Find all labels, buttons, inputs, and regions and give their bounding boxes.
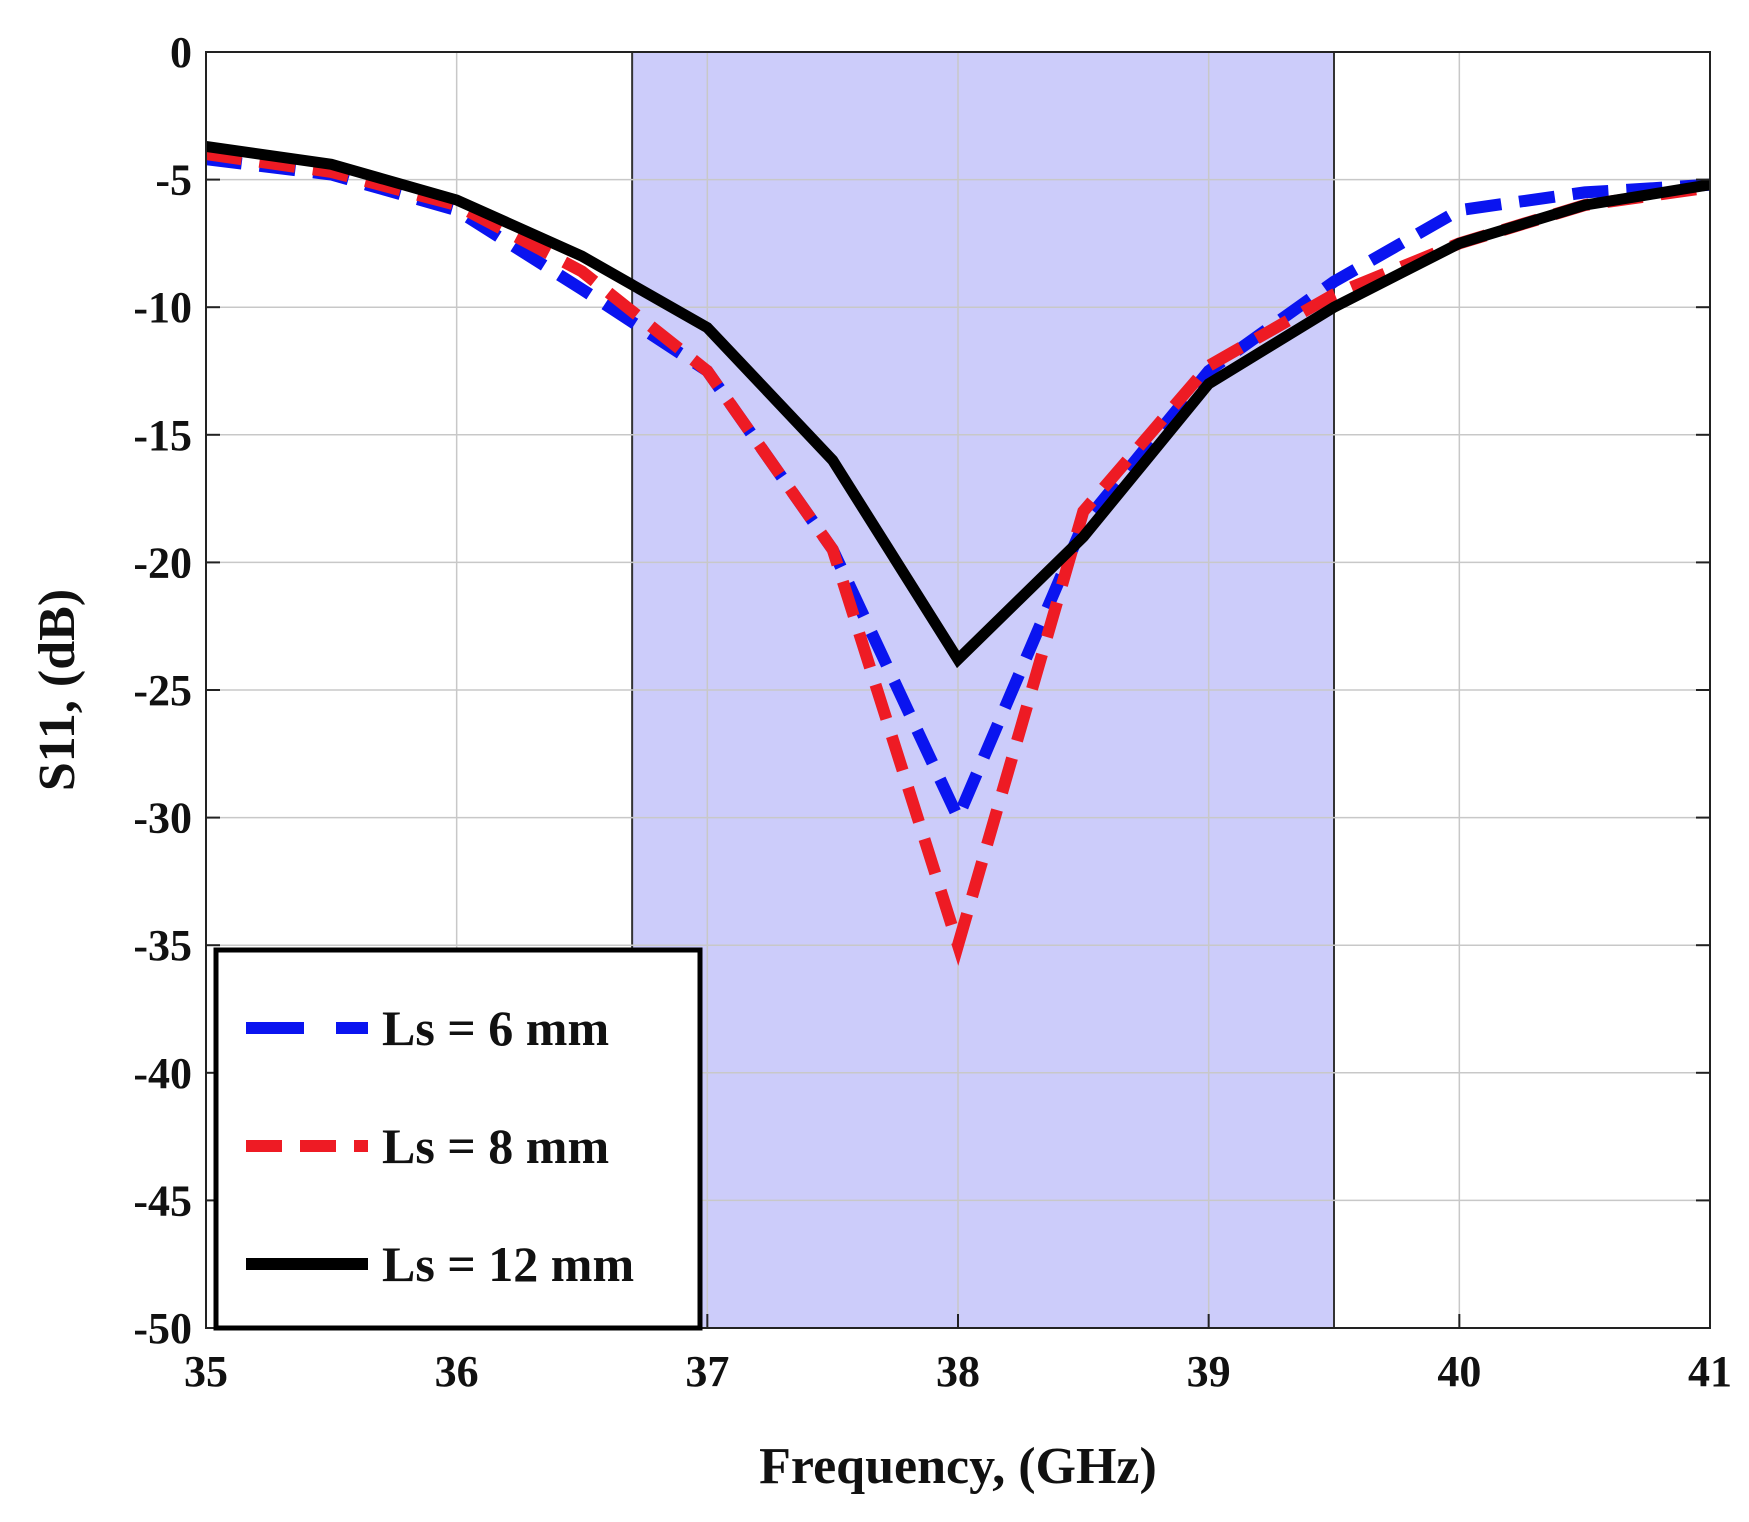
y-tick-label: 0 [170,28,192,77]
legend-label-1: Ls = 6 mm [382,1000,609,1056]
series-line-3 [205,140,1711,669]
x-axis-title: Frequency, (GHz) [759,1438,1157,1495]
x-tick-label: 40 [1437,1347,1481,1396]
x-tick-label: 37 [685,1347,729,1396]
y-tick-label: -20 [133,538,192,587]
x-tick-label: 41 [1688,1347,1732,1396]
legend-label-3: Ls = 12 mm [382,1236,634,1292]
y-tick-label: -5 [155,156,192,205]
legend: Ls = 6 mm Ls = 8 mm Ls = 12 mm [213,947,703,1331]
x-tick-label: 39 [1187,1347,1231,1396]
y-tick-label: -50 [133,1304,192,1353]
legend-label-2: Ls = 8 mm [382,1118,609,1174]
y-tick-label: -35 [133,921,192,970]
x-tick-label: 35 [184,1347,228,1396]
y-tick-label: -30 [133,794,192,843]
y-tick-label: -25 [133,666,192,715]
y-axis-title: S11, (dB) [29,589,86,791]
y-tick-label: -15 [133,411,192,460]
y-tick-label: -40 [133,1049,192,1098]
x-tick-label: 36 [435,1347,479,1396]
y-tick-label: -45 [133,1176,192,1225]
x-tick-label: 38 [936,1347,980,1396]
y-tick-label: -10 [133,283,192,332]
